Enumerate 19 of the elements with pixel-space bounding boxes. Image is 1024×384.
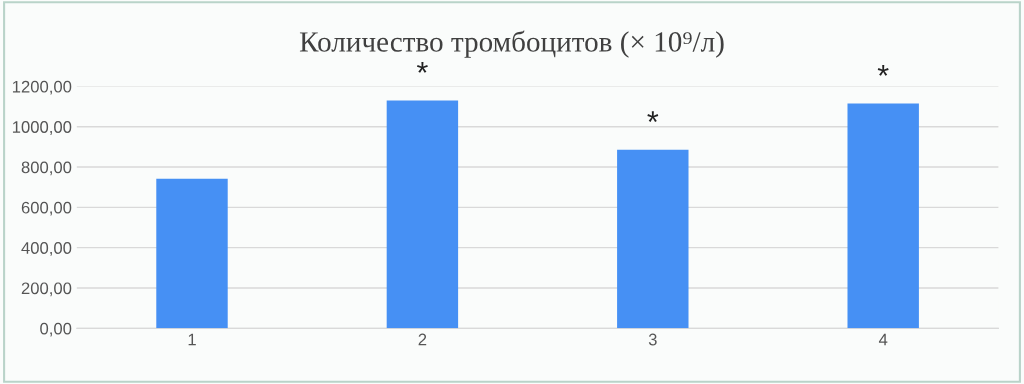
chart-title: Количество тромбоцитов (× 10⁹/л) <box>299 30 724 58</box>
y-tick-label: 0,00 <box>40 322 72 337</box>
annotation: * <box>416 62 428 73</box>
y-tick-label: 600,00 <box>21 201 72 216</box>
x-tick-label: 3 <box>648 333 657 346</box>
y-tick-label: 1000,00 <box>12 121 72 135</box>
annotation: * <box>877 65 889 76</box>
y-tick-label: 1200,00 <box>12 80 72 95</box>
x-tick-label: 4 <box>878 333 888 346</box>
bar <box>617 149 689 329</box>
y-tick-label: 200,00 <box>21 282 72 297</box>
x-tick-label: 1 <box>188 333 196 346</box>
y-tick-label: 800,00 <box>21 161 72 176</box>
y-tick-label: 400,00 <box>21 242 72 256</box>
bar <box>156 178 228 329</box>
x-tick-label: 2 <box>418 333 427 346</box>
bar <box>386 100 459 329</box>
annotation: * <box>647 111 659 122</box>
bar <box>847 103 919 329</box>
